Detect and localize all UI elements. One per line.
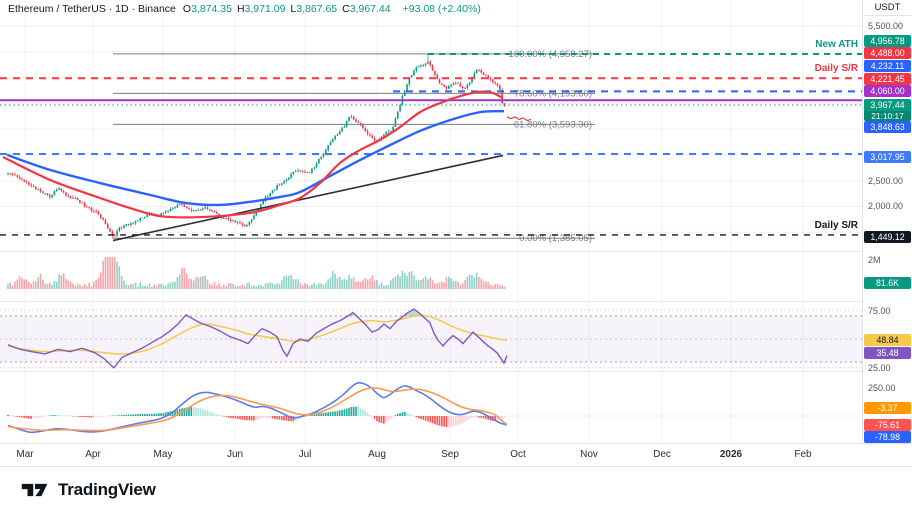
price-label[interactable]: 4,221.45 bbox=[864, 73, 911, 85]
price-label[interactable]: 4,488.00 bbox=[864, 47, 911, 59]
price-axis-unit: USDT bbox=[863, 0, 912, 16]
time-label: Dec bbox=[653, 449, 671, 460]
axis-tick: 75.00 bbox=[868, 305, 891, 316]
fib-level-label: 78.60% (4,193.60) bbox=[514, 88, 592, 99]
time-label: 2026 bbox=[719, 449, 743, 460]
macd-line bbox=[7, 381, 508, 434]
time-label: Feb bbox=[794, 449, 812, 460]
annotation-label: New ATH bbox=[815, 39, 858, 50]
macd-histogram bbox=[7, 406, 506, 428]
price-label[interactable]: 4,232.11 bbox=[864, 60, 911, 72]
time-label: Oct bbox=[510, 449, 526, 460]
price-label[interactable]: 3,017.95 bbox=[864, 151, 911, 163]
bar-countdown: 21:10:17 bbox=[864, 111, 911, 121]
ohlc-item: O3,874.35 bbox=[182, 3, 232, 15]
symbol-legend[interactable]: Ethereum / TetherUS · 1D · Binance O3,87… bbox=[8, 3, 481, 15]
volume-bars bbox=[7, 257, 506, 289]
price-label[interactable]: 1,449.12 bbox=[864, 231, 911, 243]
axis-tick: 25.00 bbox=[868, 362, 891, 373]
ohlc-item: C3,967.44 bbox=[342, 3, 391, 15]
time-label: Jun bbox=[226, 449, 244, 460]
tradingview-logo-icon[interactable] bbox=[20, 478, 50, 502]
time-label: Apr bbox=[85, 449, 101, 460]
time-label: Sep bbox=[441, 449, 459, 460]
axis-tick: 2,000.00 bbox=[868, 200, 904, 211]
price-label[interactable]: 4,956.78 bbox=[864, 35, 911, 47]
price-label[interactable]: -75.61 bbox=[864, 419, 911, 431]
annotation-label: Daily S/R bbox=[815, 220, 859, 231]
price-chart[interactable]: 100.00% (4,958.27)78.60% (4,193.60)61.80… bbox=[0, 0, 862, 443]
time-label: Aug bbox=[368, 449, 386, 460]
axis-tick: 250.00 bbox=[868, 382, 896, 393]
price-label[interactable]: 3,967.44 21:10:17 bbox=[864, 99, 911, 121]
axis-tick: 2,500.00 bbox=[868, 175, 904, 186]
ma-fast-line bbox=[2, 90, 504, 219]
price-label[interactable]: 4,060.00 bbox=[864, 85, 911, 97]
ohlc-values: O3,874.35 H3,971.09 L3,867.65 C3,967.44 bbox=[183, 3, 396, 15]
time-label: Mar bbox=[16, 449, 34, 460]
time-label: May bbox=[153, 449, 173, 460]
time-label: Jul bbox=[298, 449, 312, 460]
time-label: Nov bbox=[580, 449, 598, 460]
price-label[interactable]: -78.98 bbox=[864, 431, 911, 443]
price-label[interactable]: 48.84 bbox=[864, 334, 911, 346]
grid-lines bbox=[0, 0, 862, 443]
price-label[interactable]: 35.48 bbox=[864, 347, 911, 359]
price-label[interactable]: 3,848.63 bbox=[864, 121, 911, 133]
footer-bar: TradingView bbox=[0, 466, 912, 513]
ascending-trendline bbox=[112, 154, 504, 242]
ohlc-item: L3,867.65 bbox=[290, 3, 338, 15]
rsi-line bbox=[7, 308, 508, 369]
symbol-title: Ethereum / TetherUS · 1D · Binance bbox=[8, 3, 176, 15]
time-axis[interactable]: Mar Apr May Jun Jul Aug Sep Oct Nov Dec 2026 Feb bbox=[0, 443, 862, 466]
projection-squiggle bbox=[506, 116, 532, 121]
fib-level-label: 0.00% (1,385.05) bbox=[519, 233, 592, 244]
tradingview-wordmark[interactable]: TradingView bbox=[58, 480, 156, 499]
rsi-ma-line bbox=[7, 314, 508, 355]
price-label[interactable]: -3.37 bbox=[864, 402, 911, 414]
price-label[interactable]: 81.6K bbox=[864, 277, 911, 289]
change-value: +93.08 (+2.40%) bbox=[402, 3, 481, 15]
fib-level-label: 61.80% (3,593.30) bbox=[514, 119, 592, 130]
annotation-label: Daily S/R bbox=[815, 63, 859, 74]
ma-slow-line bbox=[6, 109, 505, 207]
axis-corner bbox=[862, 443, 912, 466]
rsi-band bbox=[0, 309, 862, 369]
candlesticks bbox=[7, 53, 506, 239]
axis-tick: 2M bbox=[868, 254, 881, 265]
axis-tick: 5,500.00 bbox=[868, 20, 904, 31]
ohlc-item: H3,971.09 bbox=[236, 3, 286, 15]
horizontal-levels bbox=[0, 53, 862, 236]
macd-signal-line bbox=[7, 387, 508, 432]
price-axis[interactable]: USDT 5,500.00 2,500.00 2,000.00 2M 75.00 25.0… bbox=[862, 0, 912, 443]
